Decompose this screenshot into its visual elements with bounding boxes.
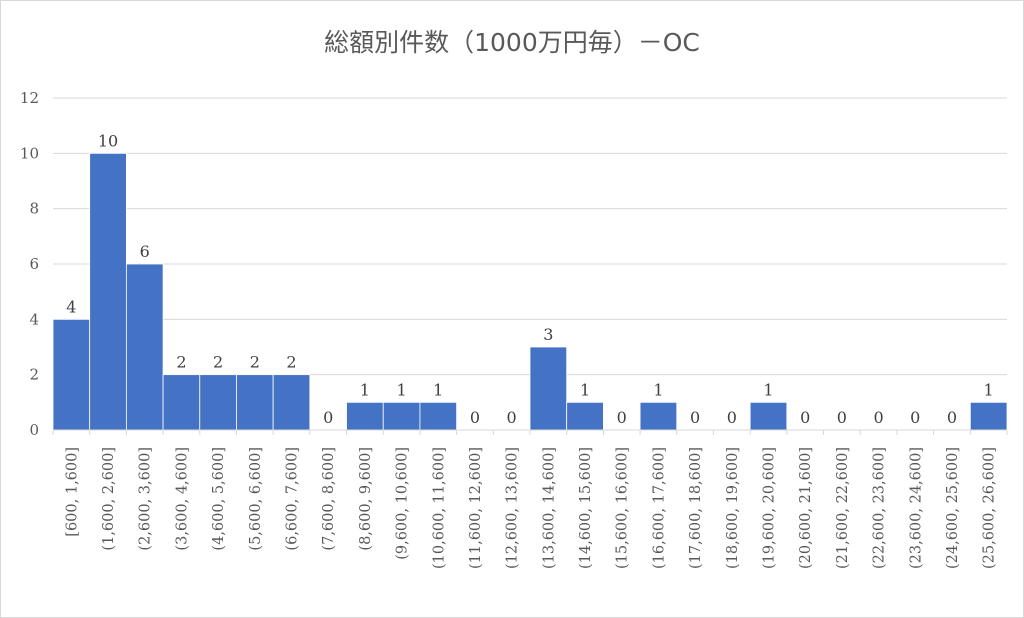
bar [566, 401, 604, 431]
y-tick-label: 6 [29, 255, 39, 273]
y-tick-label: 4 [29, 310, 39, 328]
data-label: 1 [763, 380, 773, 399]
x-tick-label: (12,600, 13,600] [505, 447, 521, 569]
bar [639, 401, 678, 431]
data-label: 0 [800, 408, 810, 427]
data-label: 3 [543, 325, 553, 344]
x-tick-label: (15,600, 16,600] [615, 447, 631, 569]
x-tick-label: (2,600, 3,600] [138, 447, 154, 551]
x-tick-label: (9,600, 10,600] [395, 447, 411, 560]
x-tick-label: (21,600, 22,600] [835, 447, 851, 569]
x-tick-label: (5,600, 6,600] [248, 447, 264, 551]
bar [382, 401, 421, 431]
x-tick-label: (4,600, 5,600] [211, 447, 227, 551]
bar [272, 374, 311, 431]
x-tick-label: [600, 1,600] [64, 447, 80, 537]
bar [969, 401, 1008, 431]
data-label: 2 [250, 353, 260, 372]
data-label: 1 [580, 380, 590, 399]
data-label: 0 [910, 408, 920, 427]
x-tick-label: (8,600, 9,600] [358, 447, 374, 551]
bar [199, 374, 237, 431]
x-tick-label: (1,600, 2,600] [101, 447, 117, 551]
data-label: 1 [653, 380, 663, 399]
data-label: 0 [873, 408, 883, 427]
chart-title: 総額別件数（1000万円毎）－OC [324, 28, 700, 57]
data-label: 1 [396, 380, 406, 399]
x-tick-label: (14,600, 15,600] [578, 447, 594, 569]
data-label: 0 [617, 408, 627, 427]
bar [52, 318, 91, 431]
data-label: 0 [947, 408, 957, 427]
y-tick-label: 10 [20, 144, 39, 162]
bar [89, 152, 127, 431]
x-tick-label: (17,600, 18,600] [688, 447, 704, 569]
y-tick-label: 8 [29, 200, 39, 218]
x-tick-label: (3,600, 4,600] [174, 447, 190, 551]
x-tick-label: (7,600, 8,600] [321, 447, 337, 551]
x-tick-label: (16,600, 17,600] [651, 447, 667, 569]
y-tick-label: 12 [20, 89, 39, 107]
data-label: 4 [66, 297, 76, 316]
bar [162, 374, 201, 431]
x-tick-label: (24,600, 25,600] [945, 447, 961, 569]
bar [749, 401, 788, 431]
data-label: 0 [690, 408, 700, 427]
data-label: 0 [837, 408, 847, 427]
data-label: 1 [433, 380, 443, 399]
x-tick-label: (22,600, 23,600] [872, 447, 888, 569]
data-label: 1 [360, 380, 370, 399]
x-tick-label: (18,600, 19,600] [725, 447, 741, 569]
x-tick-label: (23,600, 24,600] [908, 447, 924, 569]
data-label: 2 [286, 353, 296, 372]
bar [125, 263, 164, 431]
x-tick-label: (19,600, 20,600] [762, 447, 778, 569]
bar [529, 346, 568, 431]
x-tick-label: (20,600, 21,600] [798, 447, 814, 569]
x-tick-label: (25,600, 26,600] [982, 447, 998, 569]
x-tick-label: (13,600, 14,600] [541, 447, 557, 569]
x-tick-label: (11,600, 12,600] [468, 447, 484, 569]
data-label: 2 [213, 353, 223, 372]
data-label: 6 [140, 242, 150, 261]
data-label: 2 [176, 353, 186, 372]
y-tick-label: 2 [29, 366, 39, 384]
data-label: 0 [727, 408, 737, 427]
bar [346, 401, 384, 431]
bar [236, 374, 274, 431]
data-label: 10 [98, 131, 118, 150]
y-tick-label: 0 [29, 421, 39, 439]
data-label: 1 [984, 380, 994, 399]
bar [419, 401, 458, 431]
x-tick-label: (6,600, 7,600] [285, 447, 301, 551]
data-label: 0 [470, 408, 480, 427]
x-tick-label: (10,600, 11,600] [431, 447, 447, 569]
data-label: 0 [507, 408, 517, 427]
data-label: 0 [323, 408, 333, 427]
